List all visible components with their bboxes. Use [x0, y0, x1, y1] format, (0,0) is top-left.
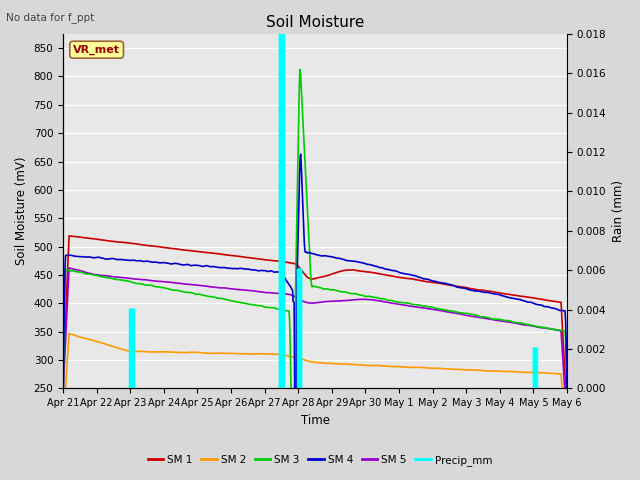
Y-axis label: Soil Moisture (mV): Soil Moisture (mV)	[15, 157, 28, 265]
Legend: SM 1, SM 2, SM 3, SM 4, SM 5, Precip_mm: SM 1, SM 2, SM 3, SM 4, SM 5, Precip_mm	[143, 451, 497, 470]
Y-axis label: Rain (mm): Rain (mm)	[612, 180, 625, 242]
X-axis label: Time: Time	[301, 414, 330, 427]
Text: No data for f_ppt: No data for f_ppt	[6, 12, 95, 23]
Text: VR_met: VR_met	[73, 45, 120, 55]
Title: Soil Moisture: Soil Moisture	[266, 15, 364, 30]
